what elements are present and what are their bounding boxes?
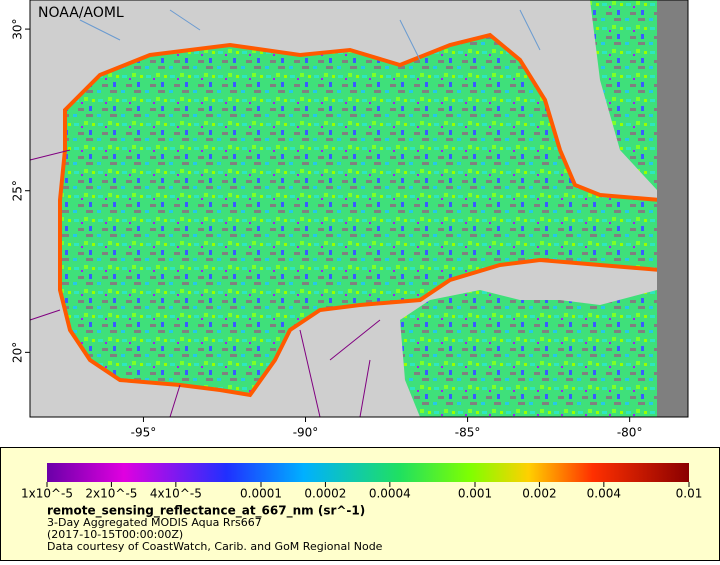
colorbar-tick-label: 4x10^-5 bbox=[150, 487, 202, 501]
credit: NOAA/AOML bbox=[38, 5, 124, 21]
colorbar-tick-label: 0.01 bbox=[676, 487, 703, 501]
caribbean-sea bbox=[400, 290, 657, 417]
legend-line: 3-Day Aggregated MODIS Aqua Rrs667 bbox=[47, 516, 262, 529]
map-frame bbox=[29, 0, 689, 418]
colorbar-tick-label: 0.004 bbox=[587, 487, 621, 501]
legend-line: (2017-10-15T00:00:00Z) bbox=[47, 528, 183, 541]
atlantic-sea bbox=[590, 0, 657, 190]
x-tick-label: -95° bbox=[131, 426, 157, 440]
colorbar-tick-label: 0.001 bbox=[458, 487, 492, 501]
x-tick-label: -80° bbox=[617, 426, 643, 440]
borders bbox=[29, 149, 381, 418]
y-tick-label: 30° bbox=[11, 18, 25, 39]
gulf-sea bbox=[58, 32, 662, 398]
colorbar-tick-label: 0.0001 bbox=[240, 487, 282, 501]
x-tick-label: -85° bbox=[455, 426, 481, 440]
y-tick-label: 25° bbox=[11, 180, 25, 201]
colorbar-tick-label: 0.0004 bbox=[369, 487, 411, 501]
no-data-strip bbox=[657, 0, 688, 417]
colorbar-tick-label: 2x10^-5 bbox=[85, 487, 137, 501]
legend-line: Data courtesy of CoastWatch, Carib. and … bbox=[47, 540, 383, 553]
rivers bbox=[79, 9, 541, 61]
map-area: NOAA/AOML bbox=[29, 0, 689, 418]
colorbar-tick-label: 0.002 bbox=[522, 487, 556, 501]
colorbar-tick-label: 0.0002 bbox=[304, 487, 346, 501]
x-tick-label: -90° bbox=[293, 426, 319, 440]
legend-title: remote_sensing_reflectance_at_667_nm (sr… bbox=[47, 504, 365, 519]
y-tick-label: 20° bbox=[11, 342, 25, 363]
colorbar-tick-label: 1x10^-5 bbox=[21, 487, 73, 501]
colorbar bbox=[47, 463, 689, 482]
legend-panel: remote_sensing_reflectance_at_667_nm (sr… bbox=[0, 447, 720, 561]
